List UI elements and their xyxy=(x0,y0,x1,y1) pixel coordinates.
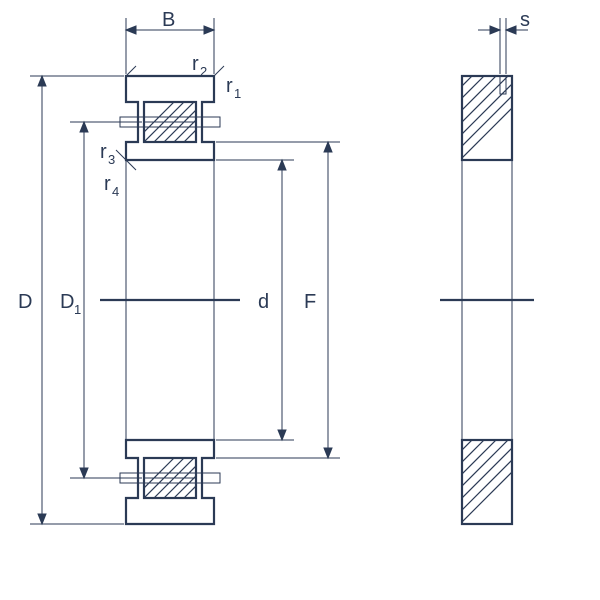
label-D1: D xyxy=(60,291,74,313)
label-d: d xyxy=(258,291,269,313)
label-r2-sub: 2 xyxy=(200,64,207,79)
label-D: D xyxy=(18,291,32,313)
label-r4-sub: 4 xyxy=(112,184,119,199)
label-B: B xyxy=(162,9,175,31)
bearing-diagram: B s D D 1 d F r 1 r 2 r 3 r 4 xyxy=(0,0,600,600)
label-r1-sub: 1 xyxy=(234,86,241,101)
label-r3: r xyxy=(100,141,107,163)
label-r2: r xyxy=(192,53,199,75)
label-F: F xyxy=(304,291,316,313)
label-s: s xyxy=(520,9,530,31)
label-r1: r xyxy=(226,75,233,97)
label-r3-sub: 3 xyxy=(108,152,115,167)
label-r4: r xyxy=(104,173,111,195)
label-D1-sub: 1 xyxy=(74,302,81,317)
